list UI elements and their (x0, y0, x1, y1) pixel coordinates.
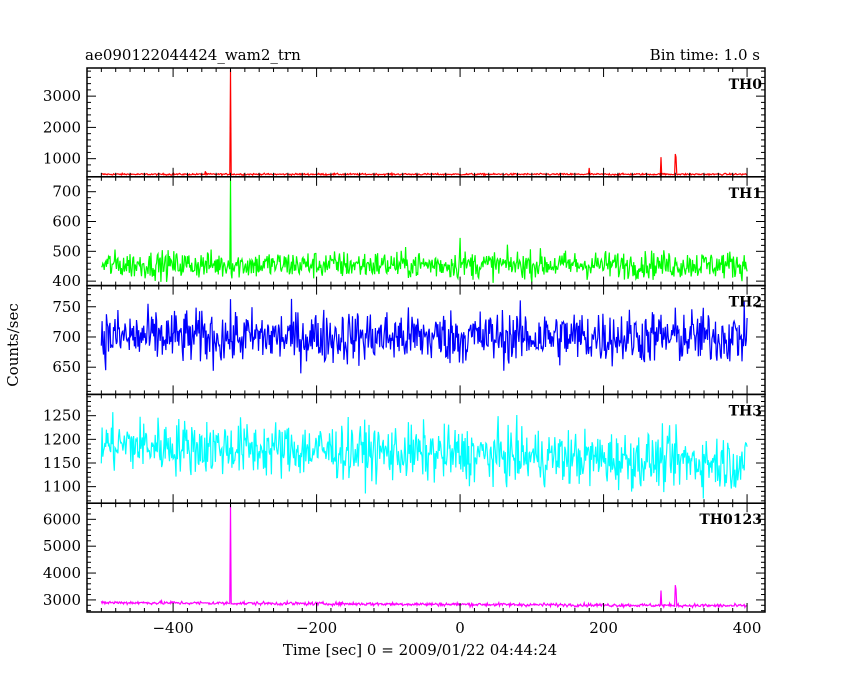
panel-label-th0123: TH0123 (699, 512, 762, 528)
y-tick-label: 600 (52, 213, 81, 231)
y-tick-label: 3000 (43, 87, 81, 105)
panel-th0123: 3000 4000 5000 6000 TH0123 (43, 502, 766, 613)
panels: 1000 2000 3000 TH0 400 500 600 700 TH1 650 700 750 T… (43, 67, 766, 613)
x-tick-label: −200 (296, 619, 337, 637)
y-tick-label: 6000 (43, 510, 81, 528)
y-tick-label: 750 (52, 298, 81, 316)
x-tick-label: 400 (733, 619, 762, 637)
panel-label-th1: TH1 (729, 186, 762, 202)
x-axis-ticks: −400 −200 0 200 400 (152, 619, 761, 637)
y-tick-label: 4000 (43, 564, 81, 582)
x-tick-label: −400 (152, 619, 193, 637)
y-tick-label: 1200 (43, 430, 81, 448)
panel-th2: 650 700 750 TH2 (52, 284, 766, 396)
series-line-th3 (100, 412, 748, 499)
y-tick-label: 2000 (43, 118, 81, 136)
series-line-th1 (101, 178, 748, 283)
panel-th0: 1000 2000 3000 TH0 (43, 67, 766, 178)
y-axis-title: Counts/sec (4, 303, 22, 387)
y-tick-label: 400 (52, 272, 81, 290)
y-tick-label: 5000 (43, 537, 81, 555)
y-tick-label: 1000 (43, 150, 81, 168)
series-line-th2 (100, 298, 748, 374)
y-tick-label: 3000 (43, 591, 81, 609)
panel-label-th2: TH2 (729, 295, 762, 311)
panel-th1: 400 500 600 700 TH1 (52, 176, 766, 290)
x-tick-label: 200 (589, 619, 618, 637)
chart-title: ae090122044424_wam2_trn (85, 46, 301, 64)
y-tick-label: 1100 (43, 478, 81, 496)
panel-frame (86, 67, 766, 178)
y-tick-label: 650 (52, 358, 81, 376)
bin-time-label: Bin time: 1.0 s (650, 46, 760, 64)
panel-label-th0: TH0 (729, 77, 763, 93)
series-line-th0 (101, 69, 748, 177)
x-axis-title: Time [sec] 0 = 2009/01/22 04:44:24 (283, 641, 557, 659)
y-tick-label: 1250 (43, 407, 81, 425)
panel-label-th3: TH3 (729, 403, 762, 419)
y-tick-label: 700 (52, 183, 81, 201)
y-tick-label: 1150 (43, 454, 81, 472)
panel-frame (86, 502, 766, 613)
series-line-th0123 (100, 504, 748, 610)
y-tick-label: 500 (52, 242, 81, 260)
x-tick-label: 0 (455, 619, 465, 637)
panel-th3: 1100 1150 1200 1250 TH3 (43, 393, 766, 504)
y-tick-label: 700 (52, 328, 81, 346)
